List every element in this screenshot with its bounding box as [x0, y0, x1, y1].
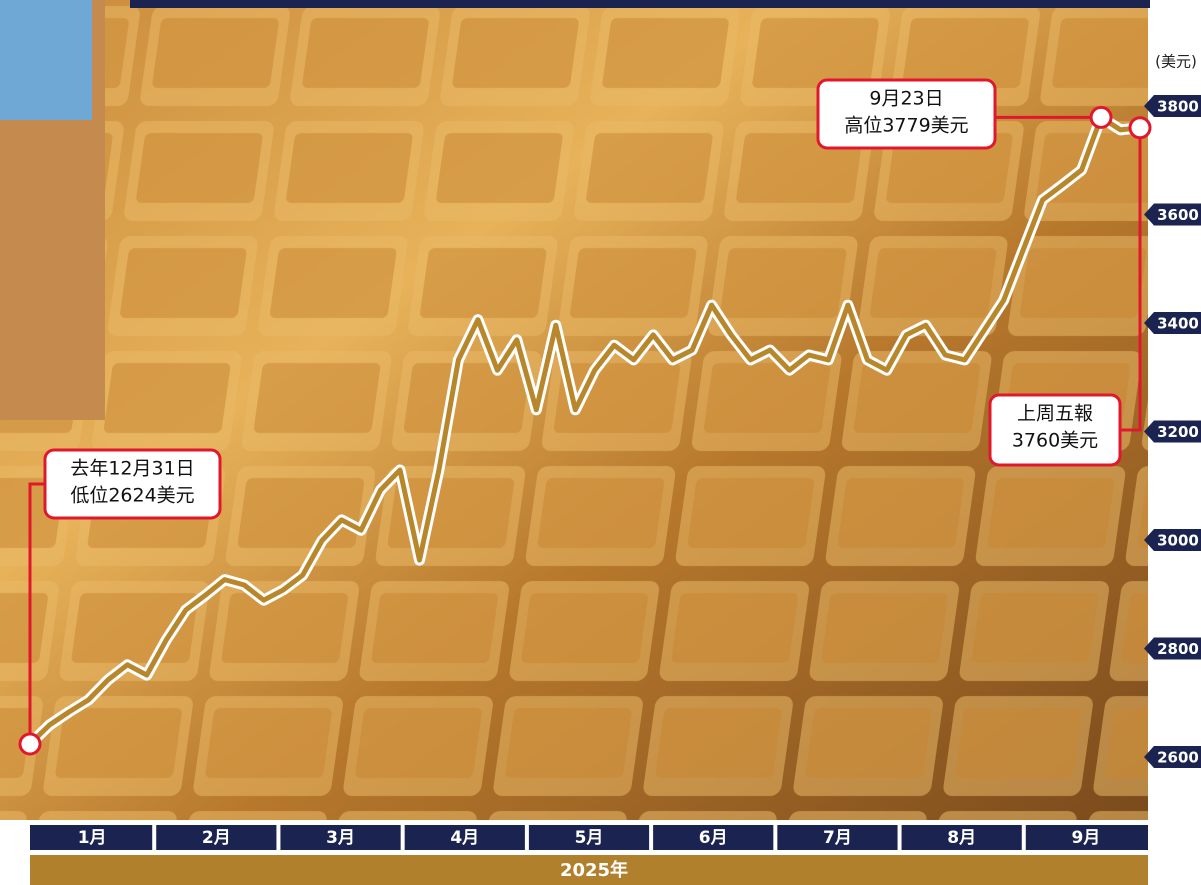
month-divider: [400, 825, 405, 850]
annotation-text: 低位2624美元: [70, 485, 194, 507]
annotation-text: 9月23日: [869, 88, 943, 110]
month-divider: [524, 825, 529, 850]
x-tick-label: 9月: [1071, 828, 1100, 848]
point-marker: [1128, 116, 1152, 140]
y-tick-tag: [1144, 312, 1201, 334]
y-tick-tag: [1144, 203, 1201, 226]
y-tick-tag: [1144, 95, 1201, 117]
unit-label: (美元): [1155, 53, 1197, 71]
y-tick-label: 3200: [1157, 423, 1199, 441]
y-tick-label: 2800: [1157, 640, 1199, 658]
annotation-text: 上周五報: [1017, 403, 1093, 425]
y-tick-tag: [1144, 420, 1201, 443]
y-tick-label: 3400: [1157, 315, 1199, 333]
x-axis-title: 2025年: [560, 859, 628, 881]
x-tick-label: 6月: [699, 828, 728, 848]
month-divider: [1021, 825, 1026, 850]
y-tick-label: 2600: [1157, 749, 1199, 767]
month-divider: [276, 825, 281, 850]
point-marker: [1089, 105, 1113, 129]
annotation-box: [816, 78, 997, 150]
y-tick-tag: [1144, 529, 1201, 551]
annotation-text: 去年12月31日: [70, 458, 194, 480]
photo-board: [0, 0, 92, 120]
x-tick-label: 3月: [326, 828, 355, 848]
x-tick-label: 7月: [823, 828, 852, 848]
y-tick-label: 3000: [1157, 532, 1199, 550]
annotation-text: 高位3779美元: [844, 115, 968, 137]
x-tick-label: 5月: [575, 828, 604, 848]
x-tick-label: 2月: [202, 828, 231, 848]
month-divider: [649, 825, 654, 850]
y-tick-label: 3800: [1157, 98, 1199, 116]
annotation-text: 3760美元: [1012, 430, 1098, 452]
annotation-connector: [28, 482, 45, 744]
annotation-box: [988, 393, 1122, 467]
annotation-connector: [1120, 127, 1142, 432]
x-tick-label: 4月: [450, 828, 479, 848]
annotation-box: [43, 448, 222, 520]
y-tick-tag: [1144, 746, 1201, 768]
month-divider: [897, 825, 902, 850]
month-divider: [773, 825, 778, 850]
price-line: [28, 114, 1141, 746]
x-tick-label: 1月: [78, 828, 107, 848]
top-bar: [130, 0, 1150, 8]
y-tick-label: 3600: [1157, 206, 1199, 224]
month-band: [30, 825, 1148, 850]
y-tick-tag: [1144, 637, 1201, 660]
year-band: [30, 855, 1148, 885]
x-tick-label: 8月: [947, 828, 976, 848]
point-marker: [18, 732, 42, 756]
month-divider: [152, 825, 157, 850]
